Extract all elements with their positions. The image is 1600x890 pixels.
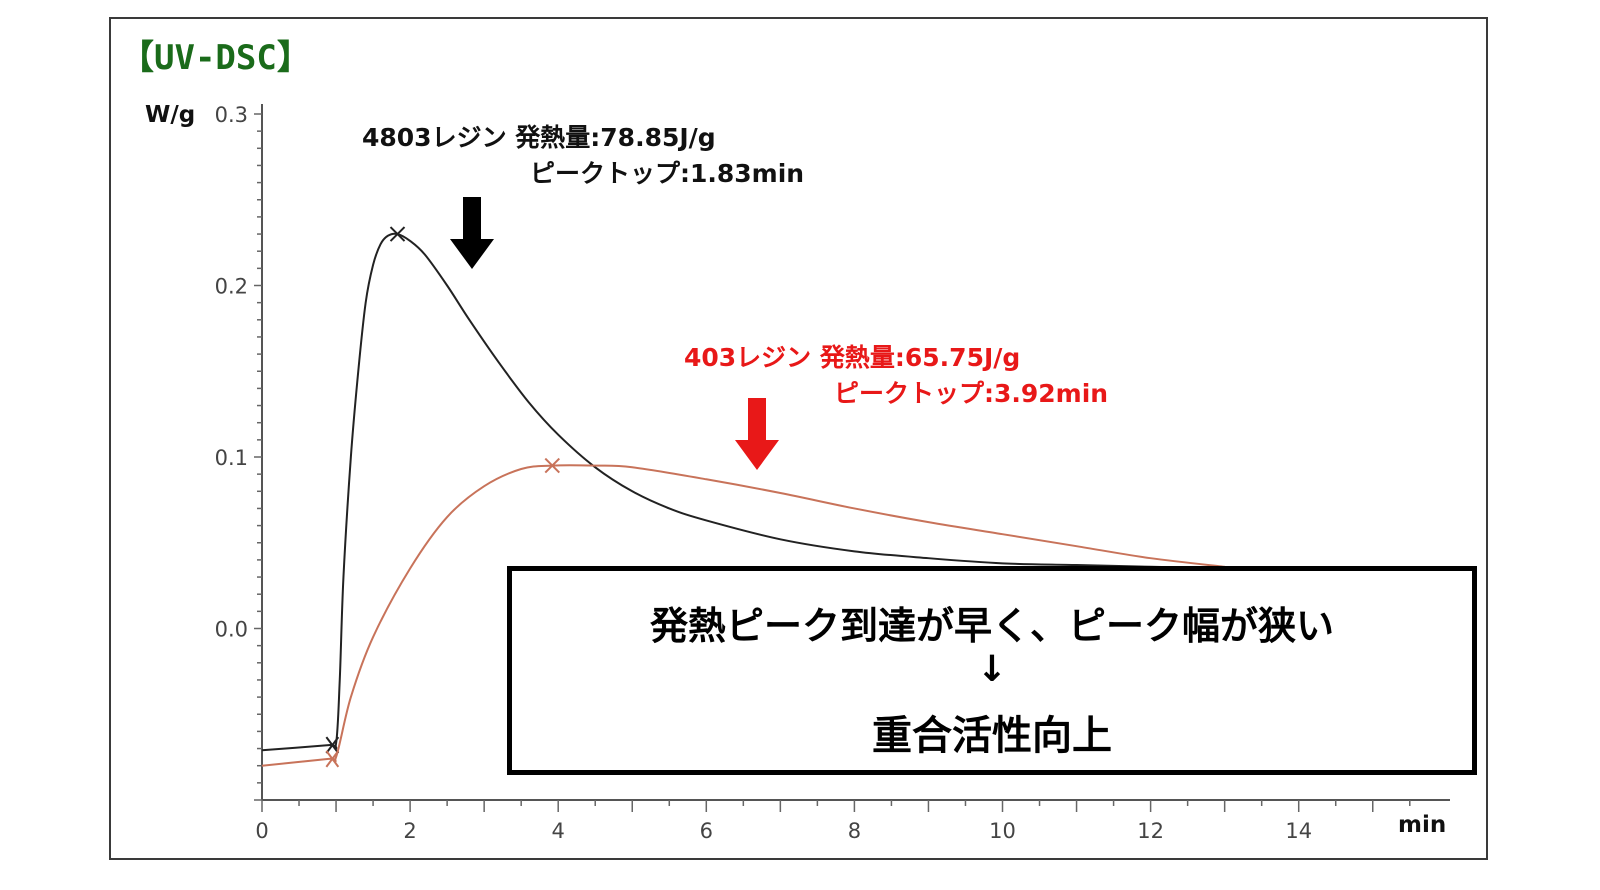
y-tick-label: 0.3 [215,103,248,127]
peak-marker [389,226,406,242]
onset-marker [325,736,340,754]
y-tick-label: 0.2 [215,275,248,299]
conclusion-arrow: ↓ [976,649,1008,690]
series-line-403 [261,464,1225,767]
chart-title: 【UV-DSC】 [120,38,311,78]
down-arrow-black-icon [450,197,494,269]
arrows [450,197,779,470]
y-tick-label: 0.0 [215,618,248,642]
x-tick-label: 6 [700,819,713,843]
series-layer [261,232,1225,768]
axes: 0.0 0.1 0.2 0.3 0 2 4 6 8 10 12 14 [215,103,1450,843]
x-tick-label: 2 [403,819,416,843]
annotation-403-line2: ピークトップ:3.92min [834,379,1109,408]
down-arrow-red-icon [735,398,779,470]
x-tick-label: 10 [989,819,1016,843]
conclusion-line2: 重合活性向上 [872,713,1112,759]
conclusion-box: 発熱ピーク到達が早く、ピーク幅が狭い ↓ 重合活性向上 [507,566,1477,775]
x-tick-label: 0 [255,819,268,843]
annotation-4803-line2: ピークトップ:1.83min [530,159,805,188]
series-line-4803 [261,232,1225,752]
x-axis-label: min [1398,812,1446,838]
x-tick-label: 4 [552,819,565,843]
peak-marker [544,457,560,474]
annotation-4803: 4803レジン 発熱量:78.85J/g ピークトップ:1.83min [362,120,804,192]
annotation-4803-line1: 4803レジン 発熱量:78.85J/g [362,123,716,152]
onset-marker [325,750,340,768]
conclusion-line1: 発熱ピーク到達が早く、ピーク幅が狭い [649,604,1334,648]
y-axis-label: W/g [145,102,195,128]
annotation-403: 403レジン 発熱量:65.75J/g ピークトップ:3.92min [684,340,1108,412]
chart-frame [109,17,1488,860]
x-tick-label: 12 [1137,819,1164,843]
x-tick-label: 8 [848,819,861,843]
y-tick-label: 0.1 [215,446,248,470]
peak-markers [389,226,560,474]
x-tick-label: 14 [1285,819,1312,843]
annotation-403-line1: 403レジン 発熱量:65.75J/g [684,343,1021,372]
